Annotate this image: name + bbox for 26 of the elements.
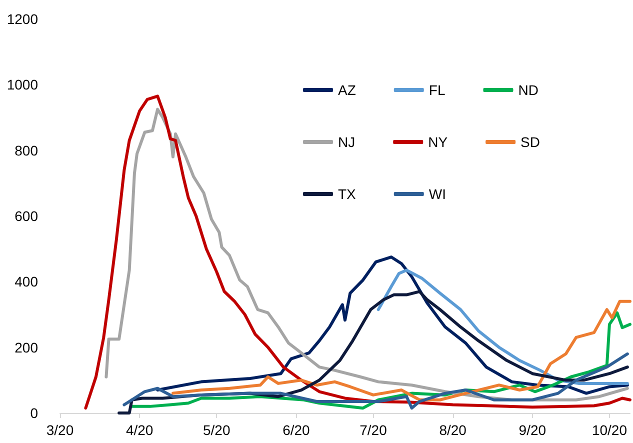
- line-series: [156, 256, 629, 395]
- legend-label: NY: [428, 134, 448, 150]
- y-tick-label: 200: [14, 339, 38, 356]
- legend-label: TX: [338, 186, 357, 202]
- line-series: [122, 352, 629, 410]
- legend-label: ND: [518, 82, 538, 98]
- y-tick-label: 0: [30, 405, 38, 421]
- legend-label: AZ: [338, 82, 356, 98]
- line-series: [171, 300, 632, 402]
- x-tick-label: 4/20: [126, 422, 154, 438]
- legend-label: SD: [520, 134, 540, 150]
- x-tick-label: 3/20: [46, 422, 74, 438]
- y-tick-label: 800: [14, 142, 38, 158]
- y-tick-label: 1000: [6, 76, 38, 93]
- y-tick-label: 400: [14, 274, 38, 290]
- x-tick-label: 5/20: [202, 422, 230, 438]
- legend-label: NJ: [338, 134, 356, 150]
- x-tick-label: 8/20: [439, 422, 467, 438]
- x-tick-label: 6/20: [282, 422, 310, 438]
- legend-label: FL: [428, 82, 446, 98]
- x-tick-label: 7/20: [360, 422, 388, 438]
- legend-label: WI: [428, 186, 446, 202]
- x-tick-label: 9/20: [518, 422, 546, 438]
- y-tick-label: 1200: [6, 11, 38, 27]
- y-tick-label: 600: [14, 208, 38, 224]
- x-tick-label: 10/20: [592, 422, 628, 438]
